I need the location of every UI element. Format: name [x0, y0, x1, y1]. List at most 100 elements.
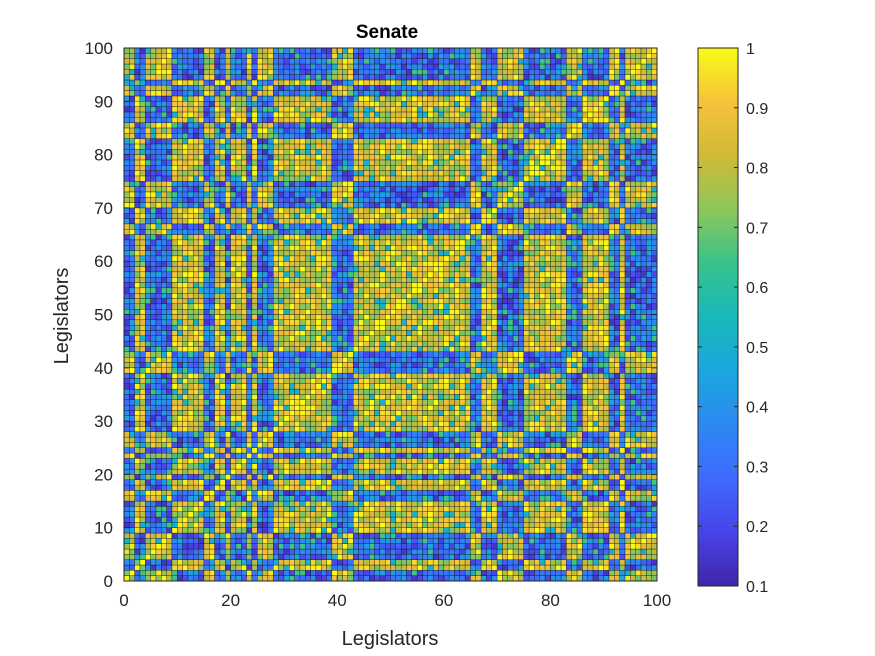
heatmap-cell: [262, 74, 269, 81]
heatmap-cell: [358, 532, 365, 539]
heatmap-cell: [171, 548, 178, 555]
heatmap-cell: [139, 495, 146, 502]
heatmap-cell: [219, 282, 226, 289]
heatmap-cell: [278, 266, 285, 273]
heatmap-cell: [353, 53, 359, 59]
heatmap-cell: [230, 511, 237, 518]
heatmap-cell: [209, 79, 215, 86]
heatmap-cell: [342, 500, 349, 507]
heatmap-cell: [251, 415, 258, 422]
heatmap-cell: [225, 543, 231, 550]
heatmap-cell: [139, 527, 146, 534]
heatmap-cell: [257, 410, 263, 416]
heatmap-cell: [230, 458, 237, 464]
heatmap-cell: [145, 202, 151, 209]
heatmap-cell: [283, 335, 290, 342]
heatmap-cell: [171, 154, 178, 161]
heatmap-cell: [331, 117, 338, 123]
heatmap-cell: [326, 261, 333, 267]
heatmap-cell: [294, 543, 301, 550]
heatmap-cell: [347, 47, 354, 54]
heatmap-cell: [214, 324, 221, 331]
heatmap-cell: [310, 223, 317, 230]
heatmap-cell: [347, 271, 354, 278]
heatmap-cell: [337, 47, 343, 54]
heatmap-cell: [193, 522, 199, 528]
heatmap-cell: [241, 436, 247, 443]
heatmap-cell: [262, 149, 269, 155]
heatmap-cell: [214, 277, 221, 283]
heatmap-cell: [262, 202, 269, 209]
heatmap-cell: [299, 143, 306, 150]
heatmap-cell: [209, 335, 215, 342]
heatmap-cell: [241, 127, 247, 134]
heatmap-cell: [246, 319, 253, 326]
heatmap-cell: [321, 287, 327, 294]
heatmap-cell: [337, 143, 343, 150]
heatmap-cell: [267, 554, 274, 560]
heatmap-cell: [294, 394, 301, 400]
heatmap-cell: [358, 559, 365, 566]
heatmap-cell: [267, 484, 274, 491]
heatmap-cell: [251, 367, 258, 374]
heatmap-cell: [305, 351, 311, 358]
heatmap-cell: [161, 218, 167, 225]
heatmap-cell: [369, 69, 375, 75]
heatmap-cell: [219, 106, 226, 113]
heatmap-cell: [310, 314, 317, 321]
heatmap-cell: [278, 154, 285, 161]
heatmap-cell: [241, 500, 247, 507]
heatmap-cell: [129, 314, 135, 321]
heatmap-cell: [187, 330, 194, 336]
heatmap-cell: [177, 191, 183, 198]
heatmap-cell: [358, 90, 365, 97]
heatmap-cell: [326, 239, 333, 246]
heatmap-cell: [129, 436, 135, 443]
heatmap-cell: [310, 261, 317, 267]
heatmap-cell: [139, 367, 146, 374]
heatmap-cell: [203, 202, 210, 209]
heatmap-cell: [198, 490, 205, 496]
heatmap-cell: [161, 298, 167, 305]
heatmap-cell: [182, 356, 189, 363]
heatmap-cell: [267, 431, 274, 438]
heatmap-cell: [267, 165, 274, 171]
heatmap-cell: [177, 63, 183, 70]
heatmap-cell: [326, 564, 333, 571]
heatmap-cell: [219, 261, 226, 267]
heatmap-cell: [347, 170, 354, 177]
heatmap-cell: [257, 271, 263, 278]
heatmap-cell: [369, 133, 375, 139]
heatmap-cell: [145, 410, 151, 416]
heatmap-cell: [321, 388, 327, 395]
heatmap-cell: [230, 85, 237, 91]
heatmap-cell: [384, 388, 391, 395]
heatmap-cell: [161, 223, 167, 230]
heatmap-cell: [326, 367, 333, 374]
heatmap-cell: [225, 154, 231, 161]
heatmap-cell: [358, 330, 365, 336]
heatmap-cell: [289, 63, 295, 70]
heatmap-cell: [331, 532, 338, 539]
heatmap-cell: [198, 527, 205, 534]
heatmap-cell: [203, 191, 210, 198]
heatmap-cell: [182, 287, 189, 294]
heatmap-cell: [225, 383, 231, 390]
heatmap-cell: [203, 559, 210, 566]
heatmap-cell: [294, 127, 301, 134]
heatmap-cell: [257, 90, 263, 97]
heatmap-cell: [363, 340, 370, 347]
heatmap-cell: [315, 197, 322, 203]
heatmap-cell: [134, 452, 141, 459]
heatmap-cell: [267, 202, 274, 209]
heatmap-cell: [145, 468, 151, 475]
heatmap-cell: [214, 207, 221, 214]
heatmap-cell: [214, 394, 221, 400]
heatmap-cell: [331, 53, 338, 59]
heatmap-cell: [374, 554, 381, 560]
heatmap-cell: [342, 298, 349, 305]
heatmap-cell: [347, 324, 354, 331]
heatmap-cell: [251, 404, 258, 411]
heatmap-cell: [198, 559, 205, 566]
heatmap-cell: [262, 420, 269, 427]
